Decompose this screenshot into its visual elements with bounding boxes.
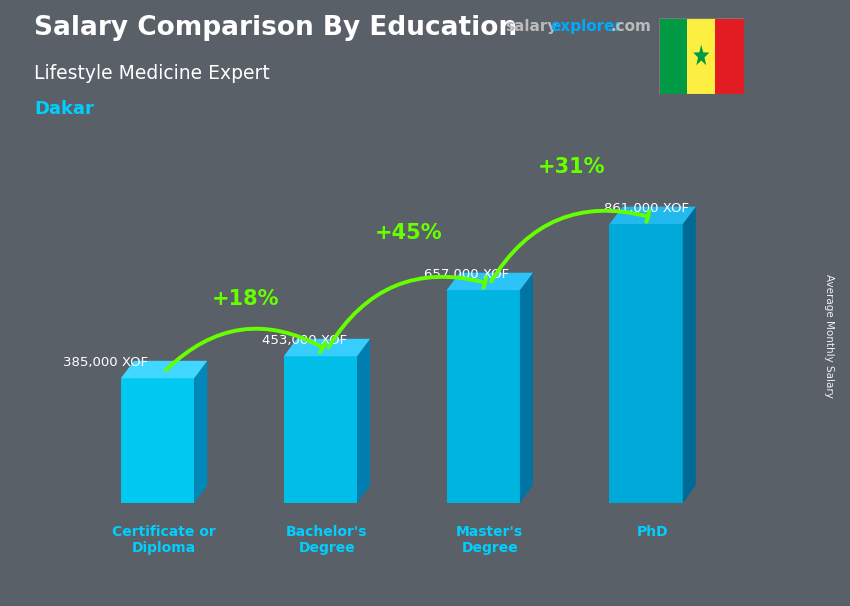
Text: 657,000 XOF: 657,000 XOF bbox=[424, 268, 509, 281]
Polygon shape bbox=[121, 378, 194, 503]
Polygon shape bbox=[609, 207, 696, 224]
Polygon shape bbox=[609, 224, 683, 503]
Polygon shape bbox=[284, 339, 370, 356]
Polygon shape bbox=[284, 356, 357, 503]
Bar bbox=[687, 18, 716, 94]
Text: explorer: explorer bbox=[551, 19, 623, 35]
Text: Salary Comparison By Education: Salary Comparison By Education bbox=[34, 15, 517, 41]
Text: Certificate or
Diploma: Certificate or Diploma bbox=[112, 525, 216, 556]
Text: +31%: +31% bbox=[537, 157, 605, 177]
Text: Dakar: Dakar bbox=[34, 100, 94, 118]
Bar bbox=[659, 18, 687, 94]
Text: salary: salary bbox=[506, 19, 558, 35]
Text: +18%: +18% bbox=[212, 289, 280, 309]
Text: 453,000 XOF: 453,000 XOF bbox=[262, 334, 347, 347]
Polygon shape bbox=[446, 290, 520, 503]
Text: 385,000 XOF: 385,000 XOF bbox=[63, 356, 148, 369]
Polygon shape bbox=[357, 339, 370, 503]
Bar bbox=[716, 18, 744, 94]
Text: Lifestyle Medicine Expert: Lifestyle Medicine Expert bbox=[34, 64, 269, 82]
Text: .com: .com bbox=[610, 19, 651, 35]
Text: PhD: PhD bbox=[637, 525, 668, 539]
Text: Average Monthly Salary: Average Monthly Salary bbox=[824, 275, 834, 398]
Polygon shape bbox=[121, 361, 207, 378]
Text: +45%: +45% bbox=[375, 223, 442, 243]
Polygon shape bbox=[194, 361, 207, 503]
Text: 861,000 XOF: 861,000 XOF bbox=[604, 202, 689, 215]
Polygon shape bbox=[520, 273, 533, 503]
Polygon shape bbox=[693, 45, 710, 65]
Polygon shape bbox=[683, 207, 696, 503]
Text: Master's
Degree: Master's Degree bbox=[456, 525, 524, 556]
Polygon shape bbox=[446, 273, 533, 290]
Text: Bachelor's
Degree: Bachelor's Degree bbox=[286, 525, 368, 556]
